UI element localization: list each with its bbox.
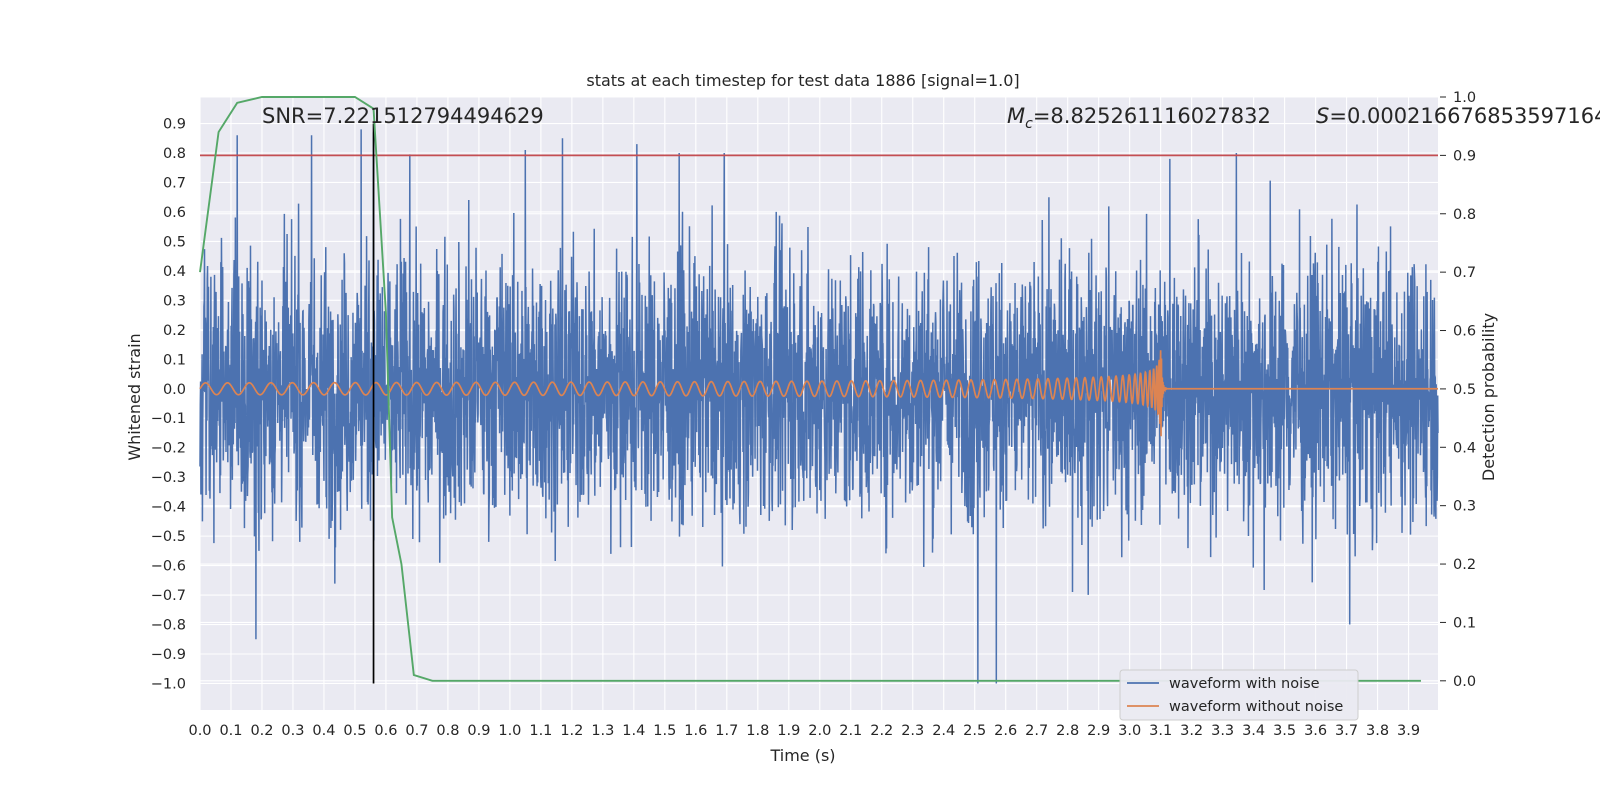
mc-annotation: Mc=8.825261116027832 bbox=[1007, 104, 1271, 132]
y-tick-label: 0.2 bbox=[163, 323, 186, 339]
y2-tick-label: 0.2 bbox=[1453, 557, 1476, 573]
legend-box bbox=[1119, 669, 1359, 721]
y2-tick-label: 0.4 bbox=[1453, 440, 1476, 456]
s-symbol: S bbox=[1316, 104, 1329, 128]
y-tick-label: 0.3 bbox=[163, 293, 186, 309]
mc-subscript: c bbox=[1025, 116, 1033, 132]
ticks: 0.0 0.1 0.2 0.3 0.4 0.5 0.6 0.7 0.8 0.9 1.0 1.1 1.2 1… bbox=[151, 90, 1476, 739]
x-tick-label: 2.4 bbox=[932, 723, 955, 739]
x-tick-label: 1.4 bbox=[622, 723, 645, 739]
x-tick-label: 3.7 bbox=[1335, 723, 1358, 739]
x-tick-label: 1.1 bbox=[529, 723, 552, 739]
x-tick-label: 1.7 bbox=[715, 723, 738, 739]
y2-tick-label: 1.0 bbox=[1453, 90, 1476, 106]
legend-label-clean: waveform without noise bbox=[1169, 699, 1343, 715]
y-tick-label: −0.5 bbox=[151, 529, 186, 545]
y2-tick-label: 0.6 bbox=[1453, 324, 1476, 340]
x-tick-label: 3.9 bbox=[1397, 723, 1420, 739]
x-tick-label: 3.5 bbox=[1273, 723, 1296, 739]
y-tick-label: −0.9 bbox=[151, 647, 186, 663]
series-detection-probability bbox=[199, 96, 1421, 682]
y-tick-label: 0.6 bbox=[163, 205, 186, 221]
x-tick-label: 1.2 bbox=[560, 723, 583, 739]
y-tick-label: 0.1 bbox=[163, 352, 186, 368]
x-tick-label: 2.3 bbox=[901, 723, 924, 739]
x-tick-label: 2.9 bbox=[1087, 723, 1110, 739]
y-tick-label: 0.7 bbox=[163, 175, 186, 191]
x-tick-label: 1.9 bbox=[777, 723, 800, 739]
y-tick-label: 0.0 bbox=[163, 382, 186, 398]
x-tick-label: 2.7 bbox=[1025, 723, 1048, 739]
series-clean-waveform bbox=[199, 350, 1438, 437]
y-tick-label: 0.5 bbox=[163, 234, 186, 250]
y-tick-label: −0.4 bbox=[151, 500, 186, 516]
x-tick-label: 3.0 bbox=[1118, 723, 1141, 739]
x-tick-label: 0.0 bbox=[188, 723, 211, 739]
y-tick-label: −0.2 bbox=[151, 441, 186, 457]
x-tick-label: 3.1 bbox=[1149, 723, 1172, 739]
x-tick-label: 1.6 bbox=[684, 723, 707, 739]
y2-tick-label: 0.5 bbox=[1453, 382, 1476, 398]
y2-tick-label: 0.0 bbox=[1453, 674, 1476, 690]
x-tick-label: 0.9 bbox=[467, 723, 490, 739]
x-tick-label: 0.1 bbox=[219, 723, 242, 739]
y-tick-label: −1.0 bbox=[151, 676, 186, 692]
x-tick-label: 1.5 bbox=[653, 723, 676, 739]
x-tick-label: 0.4 bbox=[312, 723, 335, 739]
y2-tick-label: 0.1 bbox=[1453, 615, 1476, 631]
x-tick-label: 2.1 bbox=[839, 723, 862, 739]
snr-annotation: SNR=7.221512794494629 bbox=[262, 104, 544, 128]
y-tick-label: −0.6 bbox=[151, 559, 186, 575]
y-tick-label: 0.8 bbox=[163, 146, 186, 162]
x-tick-label: 0.5 bbox=[343, 723, 366, 739]
x-tick-label: 1.8 bbox=[746, 723, 769, 739]
y-tick-label: −0.3 bbox=[151, 470, 186, 486]
y2-axis-label: Detection probability bbox=[1479, 313, 1498, 481]
x-tick-label: 1.3 bbox=[591, 723, 614, 739]
legend-label-noise: waveform with noise bbox=[1169, 676, 1320, 692]
x-tick-label: 0.6 bbox=[374, 723, 397, 739]
y2-tick-label: 0.7 bbox=[1453, 265, 1476, 281]
mc-symbol: M bbox=[1007, 104, 1025, 128]
x-tick-label: 0.2 bbox=[250, 723, 273, 739]
legend: waveform with noise waveform without noi… bbox=[1119, 669, 1359, 721]
mc-value: =8.825261116027832 bbox=[1033, 104, 1271, 128]
x-tick-label: 3.8 bbox=[1366, 723, 1389, 739]
y2-tick-label: 0.8 bbox=[1453, 207, 1476, 223]
x-tick-label: 2.5 bbox=[963, 723, 986, 739]
y-tick-label: −0.1 bbox=[151, 411, 186, 427]
y-tick-label: 0.4 bbox=[163, 264, 186, 280]
y-tick-label: −0.8 bbox=[151, 618, 186, 634]
y2-tick-label: 0.9 bbox=[1453, 148, 1476, 164]
x-tick-label: 0.7 bbox=[405, 723, 428, 739]
x-tick-label: 1.0 bbox=[498, 723, 521, 739]
x-axis-label: Time (s) bbox=[769, 746, 835, 765]
y-axis-label: Whitened strain bbox=[125, 333, 144, 460]
y2-tick-label: 0.3 bbox=[1453, 499, 1476, 515]
x-tick-label: 3.4 bbox=[1242, 723, 1265, 739]
x-tick-label: 3.3 bbox=[1211, 723, 1234, 739]
series-layer bbox=[199, 96, 1439, 684]
x-tick-label: 2.2 bbox=[870, 723, 893, 739]
s-value: =0.00021667685359716415 bbox=[1329, 104, 1600, 128]
chart-title: stats at each timestep for test data 188… bbox=[586, 71, 1019, 90]
y-tick-label: −0.7 bbox=[151, 588, 186, 604]
y-tick-label: 0.9 bbox=[163, 117, 186, 133]
x-tick-label: 0.3 bbox=[281, 723, 304, 739]
x-tick-label: 2.8 bbox=[1056, 723, 1079, 739]
x-tick-label: 3.2 bbox=[1180, 723, 1203, 739]
x-tick-label: 0.8 bbox=[436, 723, 459, 739]
x-tick-label: 2.0 bbox=[808, 723, 831, 739]
series-noisy-waveform bbox=[199, 129, 1439, 684]
x-tick-label: 2.6 bbox=[994, 723, 1017, 739]
s-annotation: S=0.00021667685359716415 bbox=[1316, 104, 1600, 128]
x-tick-label: 3.6 bbox=[1304, 723, 1327, 739]
